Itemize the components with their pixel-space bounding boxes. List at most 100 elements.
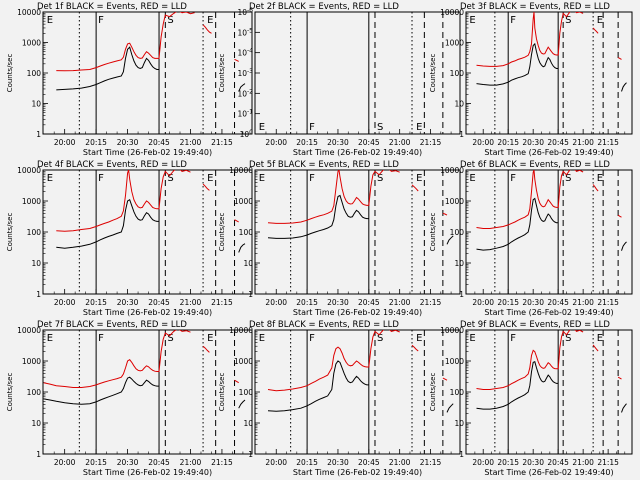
y-tick-label: 10 [31, 100, 41, 109]
y-tick-label: 10 [243, 419, 253, 428]
y-tick-label: 1000 [445, 197, 464, 206]
x-tick-label: 20:30 [117, 298, 139, 307]
x-axis-label: Start Time (26-Feb-02 19:49:40) [83, 148, 212, 157]
x-tick-label: 20:15 [296, 298, 318, 307]
y-tick-label: 1 [36, 290, 41, 299]
y-tick-label: 10 [454, 259, 464, 268]
series-lld-segment [617, 214, 622, 218]
y-tick-label: 10-6 [237, 7, 253, 17]
marker-label: E [207, 173, 213, 184]
panel-5f: Det 5f BLACK = Events, RED = LLD 1 10 100 10… [218, 160, 461, 317]
x-tick-label: 21:15 [597, 458, 619, 467]
panel-4f: Det 4f BLACK = Events, RED = LLD 1 10 100 10… [6, 160, 253, 317]
panel-3f: Det 3f BLACK = Events, RED = LLD 1 10 100 10… [429, 2, 633, 157]
y-tick-label: 1 [36, 450, 41, 459]
x-tick-label: 21:00 [180, 138, 202, 147]
x-tick-label: 20:30 [327, 298, 349, 307]
marker-label: F [98, 173, 104, 184]
marker-label: S [377, 333, 383, 344]
x-tick-label: 20:30 [522, 458, 544, 467]
x-tick-label: 20:45 [148, 458, 170, 467]
series-lld-segment [202, 24, 212, 34]
y-tick-label: 100 [27, 228, 42, 237]
y-axis-label: Counts/sec [218, 213, 226, 252]
series-lld-segment [234, 219, 239, 223]
x-tick-label: 21:15 [597, 298, 619, 307]
series-lld-segment [442, 377, 448, 381]
panel-9f: Det 9f BLACK = Events, RED = LLD 1 10 100 10… [429, 320, 633, 477]
y-tick-label: 100 [27, 69, 42, 78]
x-tick-label: 20:45 [358, 298, 380, 307]
marker-label: F [510, 15, 516, 26]
marker-label: S [377, 173, 383, 184]
x-axis-label: Start Time (26-Feb-02 19:49:40) [293, 468, 422, 477]
marker-label: E [416, 122, 422, 133]
series-lld-segment [592, 344, 599, 352]
series-events [267, 194, 369, 239]
x-tick-label: 20:00 [54, 458, 76, 467]
y-axis-label: Counts/sec [429, 373, 437, 412]
marker-label: E [207, 333, 213, 344]
y-tick-label: 1000 [22, 197, 41, 206]
marker-label: F [510, 173, 516, 184]
series-lld-segment [202, 345, 210, 353]
x-tick-label: 21:15 [211, 458, 233, 467]
x-tick-label: 20:30 [117, 138, 139, 147]
y-tick-label: 10000 [229, 326, 253, 335]
marker-label: S [167, 173, 173, 184]
x-tick-label: 21:15 [420, 458, 442, 467]
x-axis-label: Start Time (26-Feb-02 19:49:40) [83, 308, 212, 317]
x-tick-label: 20:45 [547, 138, 569, 147]
y-tick-label: 10000 [17, 326, 41, 335]
series-lld-segment [411, 184, 419, 192]
series-lld [476, 12, 584, 67]
y-tick-label: 1 [248, 290, 253, 299]
x-tick-label: 20:00 [54, 298, 76, 307]
series-events [476, 197, 559, 251]
x-tick-label: 20:45 [148, 298, 170, 307]
y-tick-label: 1000 [445, 39, 464, 48]
y-tick-label: 100 [240, 129, 254, 139]
series-events-segment [238, 399, 246, 409]
marker-label: E [47, 333, 53, 344]
marker-label: E [259, 122, 265, 133]
y-tick-label: 1000 [22, 357, 41, 366]
series-lld [476, 170, 584, 229]
y-tick-label: 1 [36, 130, 41, 139]
x-tick-label: 20:00 [472, 458, 494, 467]
marker-label: E [469, 333, 475, 344]
y-tick-label: 1 [248, 450, 253, 459]
x-tick-label: 20:15 [296, 458, 318, 467]
x-tick-label: 20:30 [522, 138, 544, 147]
y-tick-label: 10-2 [237, 88, 253, 98]
series-lld [56, 170, 191, 232]
series-events [43, 376, 159, 405]
series-lld-segment [234, 58, 239, 62]
series-lld [476, 330, 584, 390]
y-tick-label: 1000 [22, 39, 41, 48]
y-axis-label: Counts/sec [6, 54, 14, 93]
marker-label: F [309, 122, 315, 133]
marker-label: F [309, 333, 315, 344]
plot-frame [465, 11, 633, 135]
y-tick-label: 1 [459, 450, 464, 459]
panel-title: Det 8f BLACK = Events, RED = LLD [249, 320, 399, 330]
y-tick-label: 100 [450, 228, 465, 237]
panel-title: Det 3f BLACK = Events, RED = LLD [460, 2, 610, 12]
x-tick-label: 20:45 [358, 138, 380, 147]
x-tick-label: 20:00 [472, 138, 494, 147]
x-tick-label: 21:00 [180, 298, 202, 307]
panel-title: Det 4f BLACK = Events, RED = LLD [37, 160, 187, 170]
y-tick-label: 1000 [234, 357, 253, 366]
x-tick-label: 20:45 [358, 458, 380, 467]
x-tick-label: 21:00 [389, 138, 411, 147]
y-tick-label: 10000 [17, 8, 41, 17]
x-tick-label: 20:15 [296, 138, 318, 147]
y-tick-label: 10 [454, 100, 464, 109]
series-events-segment [621, 403, 627, 413]
x-axis-label: Start Time (26-Feb-02 19:49:40) [293, 308, 422, 317]
y-tick-label: 10000 [440, 8, 464, 17]
x-tick-label: 20:15 [85, 138, 107, 147]
series-lld [43, 330, 191, 388]
y-tick-label: 10-3 [237, 68, 253, 78]
